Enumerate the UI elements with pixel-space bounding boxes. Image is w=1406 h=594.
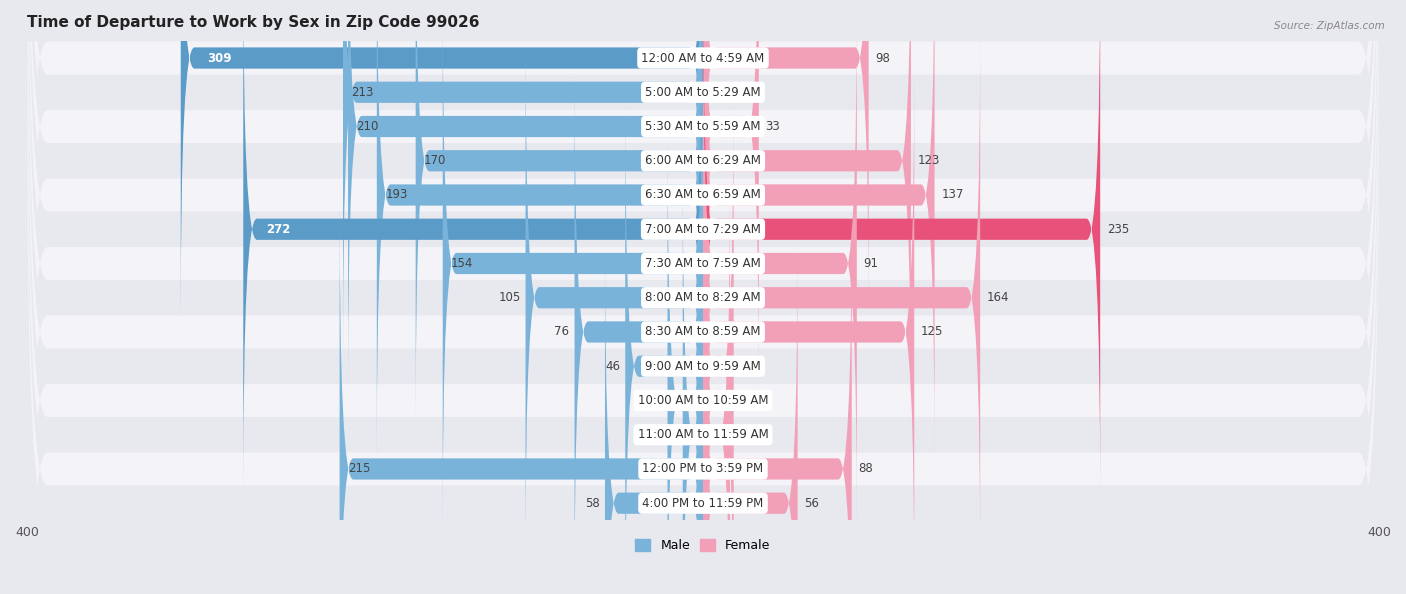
Text: 309: 309 bbox=[207, 52, 232, 65]
FancyBboxPatch shape bbox=[626, 103, 703, 594]
Text: 76: 76 bbox=[554, 326, 569, 339]
FancyBboxPatch shape bbox=[703, 137, 734, 594]
FancyBboxPatch shape bbox=[27, 0, 1379, 594]
FancyBboxPatch shape bbox=[703, 206, 852, 594]
Text: 170: 170 bbox=[425, 154, 447, 168]
Text: 125: 125 bbox=[921, 326, 943, 339]
FancyBboxPatch shape bbox=[343, 0, 703, 356]
Text: 12: 12 bbox=[662, 428, 678, 441]
FancyBboxPatch shape bbox=[377, 0, 703, 459]
Text: 56: 56 bbox=[804, 497, 820, 510]
FancyBboxPatch shape bbox=[27, 0, 1379, 594]
Text: 7:30 AM to 7:59 AM: 7:30 AM to 7:59 AM bbox=[645, 257, 761, 270]
Text: 0: 0 bbox=[710, 86, 717, 99]
Text: Source: ZipAtlas.com: Source: ZipAtlas.com bbox=[1274, 21, 1385, 31]
Text: 4:00 PM to 11:59 PM: 4:00 PM to 11:59 PM bbox=[643, 497, 763, 510]
Text: 6:00 AM to 6:29 AM: 6:00 AM to 6:29 AM bbox=[645, 154, 761, 168]
FancyBboxPatch shape bbox=[349, 0, 703, 390]
Text: 215: 215 bbox=[349, 463, 370, 475]
FancyBboxPatch shape bbox=[703, 103, 734, 594]
Text: 46: 46 bbox=[605, 360, 620, 372]
FancyBboxPatch shape bbox=[27, 109, 1379, 594]
Text: 8:00 AM to 8:29 AM: 8:00 AM to 8:29 AM bbox=[645, 291, 761, 304]
Legend: Male, Female: Male, Female bbox=[630, 534, 776, 557]
Text: 91: 91 bbox=[863, 257, 879, 270]
FancyBboxPatch shape bbox=[703, 0, 911, 424]
FancyBboxPatch shape bbox=[27, 0, 1379, 594]
Text: 7:00 AM to 7:29 AM: 7:00 AM to 7:29 AM bbox=[645, 223, 761, 236]
Text: 235: 235 bbox=[1107, 223, 1129, 236]
Text: 213: 213 bbox=[352, 86, 374, 99]
FancyBboxPatch shape bbox=[181, 0, 703, 321]
Text: 123: 123 bbox=[918, 154, 941, 168]
Text: 21: 21 bbox=[647, 394, 662, 407]
FancyBboxPatch shape bbox=[703, 0, 856, 527]
Text: 12:00 AM to 4:59 AM: 12:00 AM to 4:59 AM bbox=[641, 52, 765, 65]
Text: 210: 210 bbox=[357, 120, 378, 133]
FancyBboxPatch shape bbox=[703, 0, 869, 321]
Text: 16: 16 bbox=[737, 428, 752, 441]
FancyBboxPatch shape bbox=[703, 0, 759, 390]
FancyBboxPatch shape bbox=[340, 206, 703, 594]
Text: 193: 193 bbox=[385, 188, 408, 201]
Text: 18: 18 bbox=[740, 394, 755, 407]
FancyBboxPatch shape bbox=[703, 0, 1099, 492]
FancyBboxPatch shape bbox=[703, 240, 797, 594]
Text: 6:30 AM to 6:59 AM: 6:30 AM to 6:59 AM bbox=[645, 188, 761, 201]
FancyBboxPatch shape bbox=[27, 0, 1379, 453]
FancyBboxPatch shape bbox=[703, 171, 730, 594]
Text: 98: 98 bbox=[876, 52, 890, 65]
FancyBboxPatch shape bbox=[27, 6, 1379, 594]
Text: 105: 105 bbox=[498, 291, 520, 304]
FancyBboxPatch shape bbox=[27, 74, 1379, 594]
FancyBboxPatch shape bbox=[27, 0, 1379, 589]
Text: 88: 88 bbox=[859, 463, 873, 475]
Text: 154: 154 bbox=[451, 257, 474, 270]
FancyBboxPatch shape bbox=[703, 69, 914, 594]
FancyBboxPatch shape bbox=[27, 0, 1379, 486]
FancyBboxPatch shape bbox=[27, 0, 1379, 594]
FancyBboxPatch shape bbox=[27, 0, 1379, 594]
FancyBboxPatch shape bbox=[703, 34, 980, 561]
Text: 5:30 AM to 5:59 AM: 5:30 AM to 5:59 AM bbox=[645, 120, 761, 133]
FancyBboxPatch shape bbox=[27, 40, 1379, 594]
Text: Time of Departure to Work by Sex in Zip Code 99026: Time of Departure to Work by Sex in Zip … bbox=[27, 15, 479, 30]
FancyBboxPatch shape bbox=[416, 0, 703, 424]
FancyBboxPatch shape bbox=[668, 137, 703, 594]
FancyBboxPatch shape bbox=[683, 171, 703, 594]
FancyBboxPatch shape bbox=[526, 34, 703, 561]
Text: 33: 33 bbox=[765, 120, 780, 133]
FancyBboxPatch shape bbox=[243, 0, 703, 492]
FancyBboxPatch shape bbox=[703, 0, 935, 459]
FancyBboxPatch shape bbox=[443, 0, 703, 527]
Text: 9:00 AM to 9:59 AM: 9:00 AM to 9:59 AM bbox=[645, 360, 761, 372]
Text: 18: 18 bbox=[740, 360, 755, 372]
Text: 8:30 AM to 8:59 AM: 8:30 AM to 8:59 AM bbox=[645, 326, 761, 339]
Text: 11:00 AM to 11:59 AM: 11:00 AM to 11:59 AM bbox=[638, 428, 768, 441]
Text: 12:00 PM to 3:59 PM: 12:00 PM to 3:59 PM bbox=[643, 463, 763, 475]
FancyBboxPatch shape bbox=[605, 240, 703, 594]
FancyBboxPatch shape bbox=[27, 0, 1379, 521]
Text: 10:00 AM to 10:59 AM: 10:00 AM to 10:59 AM bbox=[638, 394, 768, 407]
FancyBboxPatch shape bbox=[575, 69, 703, 594]
Text: 58: 58 bbox=[585, 497, 600, 510]
FancyBboxPatch shape bbox=[27, 0, 1379, 555]
Text: 5:00 AM to 5:29 AM: 5:00 AM to 5:29 AM bbox=[645, 86, 761, 99]
Text: 137: 137 bbox=[941, 188, 963, 201]
Text: 272: 272 bbox=[266, 223, 291, 236]
Text: 164: 164 bbox=[987, 291, 1010, 304]
